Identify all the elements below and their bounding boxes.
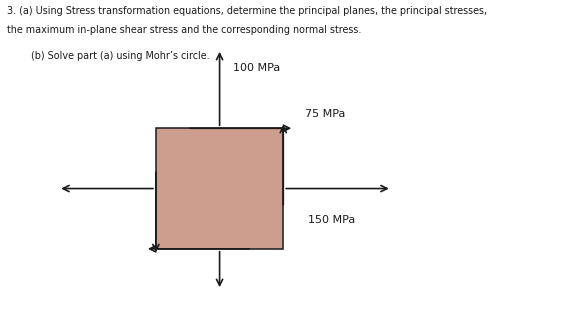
Text: 100 MPa: 100 MPa (233, 63, 280, 73)
Text: 150 MPa: 150 MPa (307, 215, 355, 225)
Text: 3. (a) Using Stress transformation equations, determine the principal planes, th: 3. (a) Using Stress transformation equat… (7, 6, 487, 16)
Bar (156, 128, 283, 249)
Text: (b) Solve part (a) using Mohr’s circle.: (b) Solve part (a) using Mohr’s circle. (31, 51, 210, 60)
Text: 75 MPa: 75 MPa (305, 109, 345, 119)
Text: the maximum in-plane shear stress and the corresponding normal stress.: the maximum in-plane shear stress and th… (7, 25, 361, 35)
